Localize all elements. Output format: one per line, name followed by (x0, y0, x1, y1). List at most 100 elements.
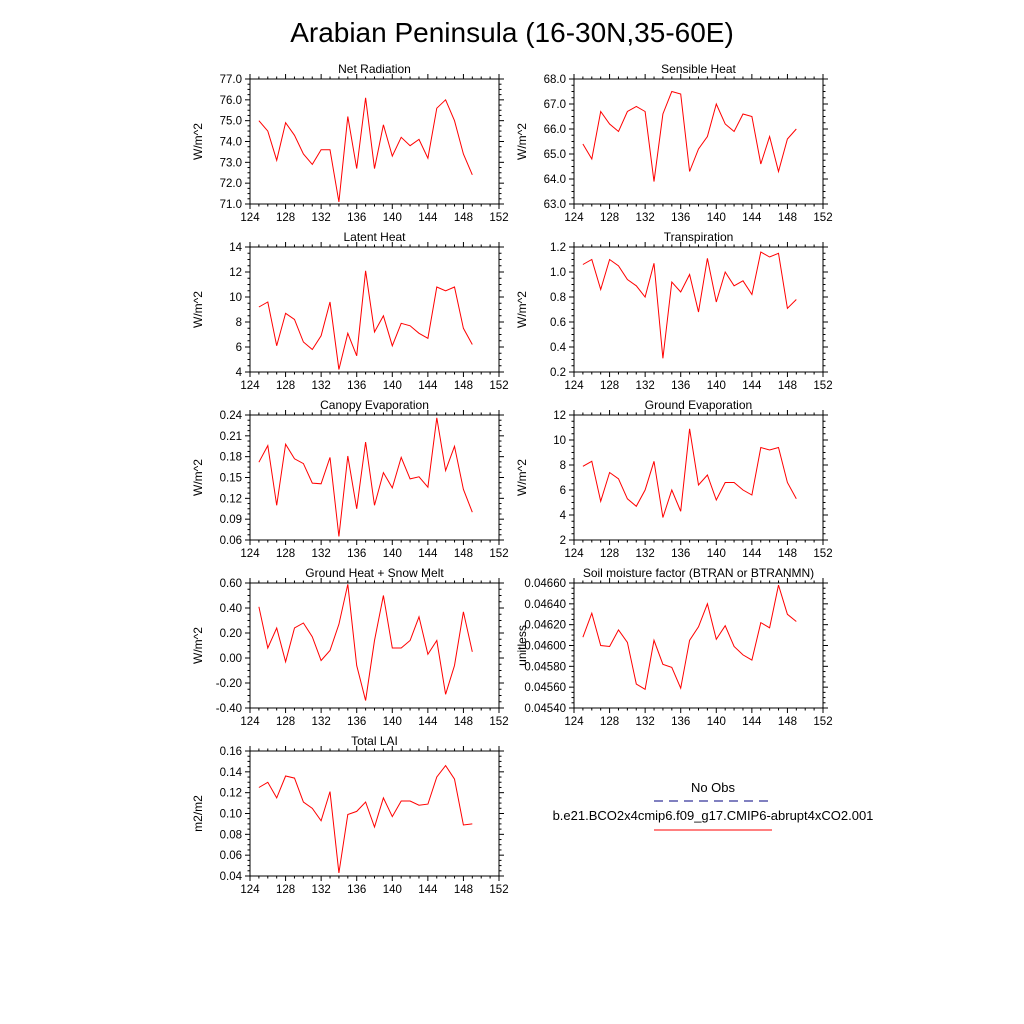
plot-frame (573, 582, 824, 709)
series-line (582, 251, 797, 359)
x-tick-label: 140 (707, 380, 726, 392)
y-axis-label: W/m^2 (191, 627, 205, 664)
x-tick-label: 132 (312, 380, 331, 392)
x-tick-label: 144 (418, 884, 438, 896)
chart-panel: Canopy Evaporation W/m^2 124 128 132 136 140 14… (191, 398, 509, 560)
figure-title: Arabian Peninsula (16-30N,35-60E) (290, 17, 734, 48)
y-tick-label: 0.06 (220, 850, 242, 862)
x-tick-label: 124 (240, 380, 260, 392)
panel-title: Net Radiation (338, 62, 411, 76)
panel-title: Canopy Evaporation (320, 398, 429, 412)
y-tick-label: 0.09 (220, 514, 242, 526)
y-tick-label: 4 (236, 367, 243, 379)
y-tick-label: 0.04 (220, 871, 243, 883)
y-tick-label: -0.20 (216, 678, 242, 690)
plot-frame (249, 582, 500, 709)
chart-panel: Total LAI m2/m2 124 128 132 136 140 144 148 152 0.… (191, 734, 509, 896)
x-tick-label: 136 (671, 212, 690, 224)
chart-panel: Net Radiation W/m^2 124 128 132 136 140 144 148 1… (191, 62, 509, 224)
y-tick-label: 0.00 (220, 653, 242, 665)
x-tick-label: 136 (347, 212, 366, 224)
x-tick-label: 124 (240, 548, 260, 560)
x-tick-label: 144 (418, 548, 438, 560)
y-tick-label: 0.2 (550, 367, 566, 379)
y-tick-label: 2 (560, 535, 566, 547)
plot-frame (249, 246, 500, 373)
panel-title: Sensible Heat (661, 62, 736, 76)
y-axis-label: unitless (515, 625, 529, 666)
y-tick-label: 10 (229, 292, 242, 304)
y-tick-label: 65.0 (544, 149, 566, 161)
y-tick-label: 0.04660 (524, 578, 566, 590)
x-tick-label: 132 (636, 548, 655, 560)
y-tick-label: 63.0 (544, 199, 566, 211)
chart-panel: Sensible Heat W/m^2 124 128 132 136 140 144 148 1… (515, 62, 833, 224)
legend: No Obs b.e21.BCO2x4cmip6.f09_g17.CMIP6-a… (553, 780, 873, 831)
y-tick-label: 0.04580 (524, 661, 566, 673)
y-axis-label: W/m^2 (515, 123, 529, 160)
x-tick-label: 140 (707, 548, 726, 560)
y-tick-label: 6 (560, 485, 566, 497)
x-tick-label: 128 (276, 548, 295, 560)
y-tick-label: 0.6 (550, 317, 566, 329)
x-tick-label: 140 (383, 212, 402, 224)
x-tick-label: 124 (240, 716, 260, 728)
x-tick-label: 144 (418, 380, 438, 392)
y-tick-label: 4 (560, 510, 567, 522)
panel-title: Ground Evaporation (645, 398, 752, 412)
y-tick-label: 8 (560, 460, 566, 472)
x-tick-label: 132 (636, 212, 655, 224)
y-tick-label: 0.04620 (524, 620, 566, 632)
x-tick-label: 140 (383, 884, 402, 896)
y-tick-label: 0.10 (220, 809, 242, 821)
y-tick-label: 67.0 (544, 99, 566, 111)
x-tick-label: 140 (707, 212, 726, 224)
y-tick-label: 0.06 (220, 535, 242, 547)
x-tick-label: 132 (636, 716, 655, 728)
x-tick-label: 152 (489, 716, 508, 728)
x-tick-label: 128 (276, 380, 295, 392)
y-tick-label: 0.21 (220, 431, 242, 443)
x-tick-label: 148 (778, 548, 797, 560)
plot-frame (249, 414, 500, 541)
series-line (582, 584, 797, 691)
y-tick-label: 71.0 (220, 199, 242, 211)
y-tick-label: 0.04540 (524, 703, 566, 715)
y-tick-label: 12 (553, 410, 566, 422)
x-tick-label: 144 (742, 548, 762, 560)
y-tick-label: 0.24 (220, 410, 243, 422)
y-tick-label: 72.0 (220, 178, 242, 190)
y-tick-label: 0.4 (550, 342, 567, 354)
x-tick-label: 136 (347, 884, 366, 896)
x-tick-label: 132 (636, 380, 655, 392)
y-tick-label: 1.0 (550, 267, 566, 279)
x-tick-label: 152 (813, 212, 832, 224)
x-tick-label: 152 (813, 548, 832, 560)
y-axis-label: W/m^2 (191, 291, 205, 328)
y-tick-label: 74.0 (220, 137, 242, 149)
series-line (258, 584, 473, 701)
x-tick-label: 124 (240, 212, 260, 224)
x-tick-label: 124 (564, 380, 584, 392)
x-tick-label: 136 (671, 548, 690, 560)
x-tick-label: 140 (707, 716, 726, 728)
x-tick-label: 148 (454, 212, 473, 224)
y-tick-label: 0.15 (220, 473, 242, 485)
y-tick-label: 0.04640 (524, 599, 566, 611)
x-tick-label: 132 (312, 716, 331, 728)
x-tick-label: 144 (418, 212, 438, 224)
x-tick-label: 132 (312, 884, 331, 896)
x-tick-label: 128 (600, 380, 619, 392)
x-tick-label: 136 (347, 548, 366, 560)
x-tick-label: 124 (564, 548, 584, 560)
y-tick-label: 77.0 (220, 74, 242, 86)
x-tick-label: 152 (813, 380, 832, 392)
x-tick-label: 148 (778, 212, 797, 224)
series-line (258, 764, 473, 873)
x-tick-label: 136 (671, 380, 690, 392)
x-tick-label: 136 (671, 716, 690, 728)
y-tick-label: 0.14 (220, 767, 243, 779)
x-tick-label: 136 (347, 380, 366, 392)
